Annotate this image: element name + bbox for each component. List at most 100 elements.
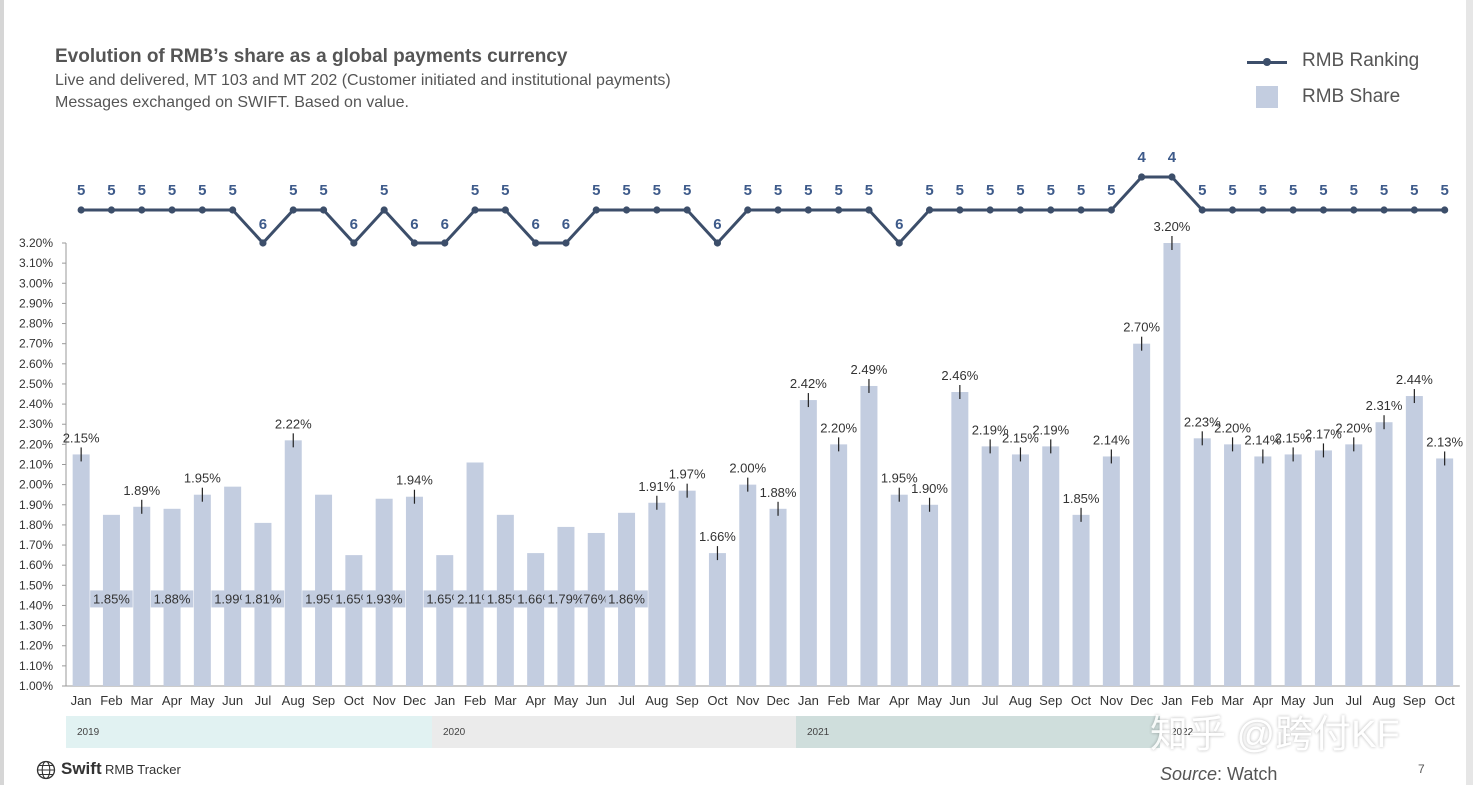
bar [1345, 444, 1363, 686]
chart-legend: RMB Ranking RMB Share [1245, 46, 1460, 116]
bar [133, 506, 151, 686]
bar [1193, 438, 1211, 686]
bar [527, 553, 545, 686]
x-tick-label: Jan [798, 693, 819, 708]
ranking-point [259, 239, 267, 247]
ranking-point [1077, 206, 1085, 214]
value-label: 2.23% [1184, 414, 1221, 429]
value-label: 2.42% [790, 376, 827, 391]
x-tick-label: Jun [222, 693, 243, 708]
x-tick-label: Nov [736, 693, 760, 708]
ranking-label: 5 [653, 182, 661, 199]
bar [1042, 446, 1060, 686]
ranking-label: 5 [834, 182, 842, 199]
x-tick-label: May [917, 693, 942, 708]
value-label: 2.70% [1123, 320, 1160, 335]
y-tick-label: 2.40% [19, 397, 53, 411]
year-band-2020: 2020 [432, 716, 796, 748]
ranking-point [1168, 173, 1176, 181]
value-label: 76% [583, 591, 609, 606]
x-tick-label: Feb [1191, 693, 1213, 708]
x-tick-label: Feb [100, 693, 122, 708]
year-band-2022: 2022 [1160, 716, 1465, 748]
bar [1314, 450, 1332, 686]
ranking-point [744, 206, 752, 214]
ranking-point [1138, 173, 1146, 181]
ranking-point [1198, 206, 1206, 214]
x-tick-label: Oct [1435, 693, 1456, 708]
left-frame-border [0, 0, 4, 785]
ranking-label: 5 [986, 182, 994, 199]
y-tick-label: 2.00% [19, 478, 53, 492]
x-tick-label: Mar [494, 693, 517, 708]
ranking-point [986, 206, 994, 214]
ranking-label: 5 [744, 182, 752, 199]
ranking-point [1016, 206, 1025, 214]
ranking-label: 5 [77, 182, 85, 199]
ranking-label: 5 [774, 182, 782, 199]
value-label-box [362, 590, 406, 608]
ranking-label: 5 [1350, 182, 1358, 199]
value-label: 1.94% [396, 473, 433, 488]
value-label: 2.13% [1426, 434, 1463, 449]
bar [587, 532, 605, 686]
right-frame-border [1466, 0, 1473, 785]
bar [648, 502, 666, 686]
ranking-label: 5 [1289, 182, 1297, 199]
ranking-point [622, 206, 631, 214]
ranking-label: 5 [228, 182, 236, 199]
x-tick-label: Jan [71, 693, 92, 708]
ranking-point [653, 206, 661, 214]
ranking-label: 5 [925, 182, 933, 199]
year-band-2021: 2021 [796, 716, 1160, 748]
y-tick-label: 1.00% [19, 679, 53, 693]
bar [72, 454, 90, 686]
value-label: 1.97% [669, 467, 706, 482]
legend-dot-swatch [1263, 58, 1271, 66]
value-label: 1.90% [911, 481, 948, 496]
ranking-point [471, 206, 479, 214]
y-tick-label: 2.70% [19, 337, 53, 351]
ranking-point [77, 206, 85, 214]
value-label-box [605, 590, 648, 608]
ranking-label: 5 [1440, 182, 1448, 199]
value-label: 2.44% [1396, 372, 1433, 387]
x-tick-label: Jun [949, 693, 970, 708]
ranking-point [410, 239, 419, 247]
ranking-label: 6 [531, 216, 539, 233]
value-label: 2.46% [941, 368, 978, 383]
ranking-point [1441, 206, 1449, 214]
ranking-label: 5 [1016, 182, 1024, 199]
y-tick-label: 1.90% [19, 498, 53, 512]
ranking-label: 5 [1047, 182, 1055, 199]
x-tick-label: Jun [1313, 693, 1334, 708]
ranking-point [804, 206, 812, 214]
bar [1284, 454, 1302, 686]
value-label: 2.19% [972, 422, 1009, 437]
ranking-point [865, 206, 873, 214]
bar [224, 486, 242, 686]
value-label: 1.88% [760, 485, 797, 500]
bar [1011, 454, 1029, 686]
x-tick-label: Mar [1221, 693, 1244, 708]
ranking-point [895, 239, 903, 247]
ranking-point [380, 206, 388, 214]
x-tick-label: Oct [1071, 693, 1092, 708]
ranking-label: 6 [895, 216, 903, 233]
bar [1133, 343, 1151, 686]
ranking-label: 5 [1410, 182, 1418, 199]
ranking-point [107, 206, 116, 214]
value-label: 2.19% [1032, 422, 1069, 437]
ranking-point [1319, 206, 1328, 214]
value-label: 2.14% [1244, 432, 1281, 447]
value-label: 1.93% [366, 591, 403, 606]
ranking-point [1047, 206, 1055, 214]
x-tick-label: Feb [464, 693, 486, 708]
value-label: 1.95% [881, 471, 918, 486]
value-label-box [90, 590, 133, 608]
x-tick-label: Dec [766, 693, 790, 708]
bar [315, 494, 333, 686]
ranking-label: 5 [1380, 182, 1388, 199]
value-label: 1.91% [638, 479, 675, 494]
bar [890, 494, 908, 686]
